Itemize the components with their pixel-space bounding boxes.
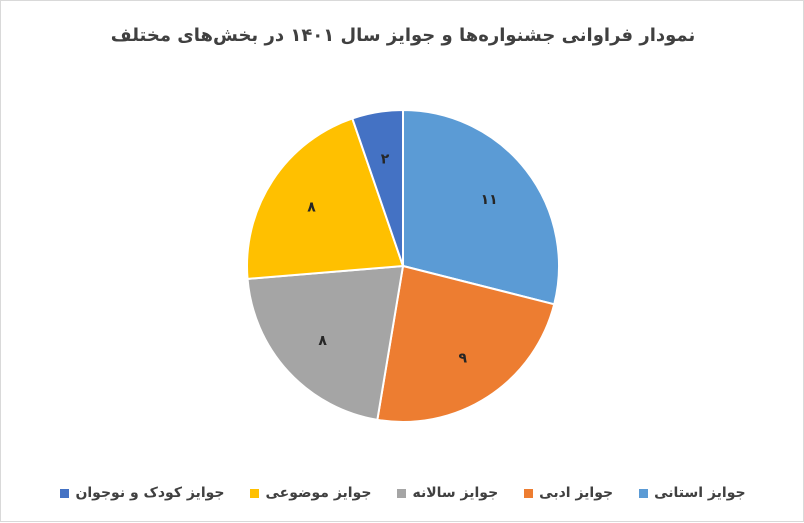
legend-swatch	[250, 488, 260, 498]
legend-label: جوایز کودک و نوجوان	[75, 485, 225, 501]
legend-swatch	[60, 488, 70, 498]
pie-slice	[402, 108, 560, 306]
pie-slice	[246, 117, 405, 280]
legend-item: جوایز استانی	[639, 485, 746, 501]
legend-item: جوایز موضوعی	[250, 485, 371, 501]
legend: جوایز استانی جوایز ادبی جوایز سالانه جوایز …	[1, 485, 804, 501]
pie-slice	[246, 264, 405, 422]
legend-label: جوایز موضوعی	[265, 485, 372, 501]
pie-slice	[376, 264, 556, 423]
data-label: ۱۱	[481, 192, 498, 208]
legend-item: جوایز سالانه	[397, 485, 498, 501]
legend-label: جوایز سالانه	[412, 485, 499, 501]
data-label: ۸	[307, 199, 316, 215]
legend-item: جوایز کودک و نوجوان	[60, 485, 224, 501]
legend-item: جوایز ادبی	[524, 485, 613, 501]
legend-swatch	[397, 488, 407, 498]
pie-slice	[351, 108, 404, 267]
legend-swatch	[524, 488, 534, 498]
data-label: ۸	[318, 333, 327, 349]
legend-label: جوایز استانی	[654, 485, 746, 501]
chart-title: نمودار فراوانی جشنواره‌ها و جوایز سال ۱۴…	[110, 25, 696, 46]
data-label: ۲	[381, 151, 390, 167]
legend-label: جوایز ادبی	[539, 485, 614, 501]
legend-swatch	[639, 488, 649, 498]
data-label: ۹	[458, 350, 467, 366]
